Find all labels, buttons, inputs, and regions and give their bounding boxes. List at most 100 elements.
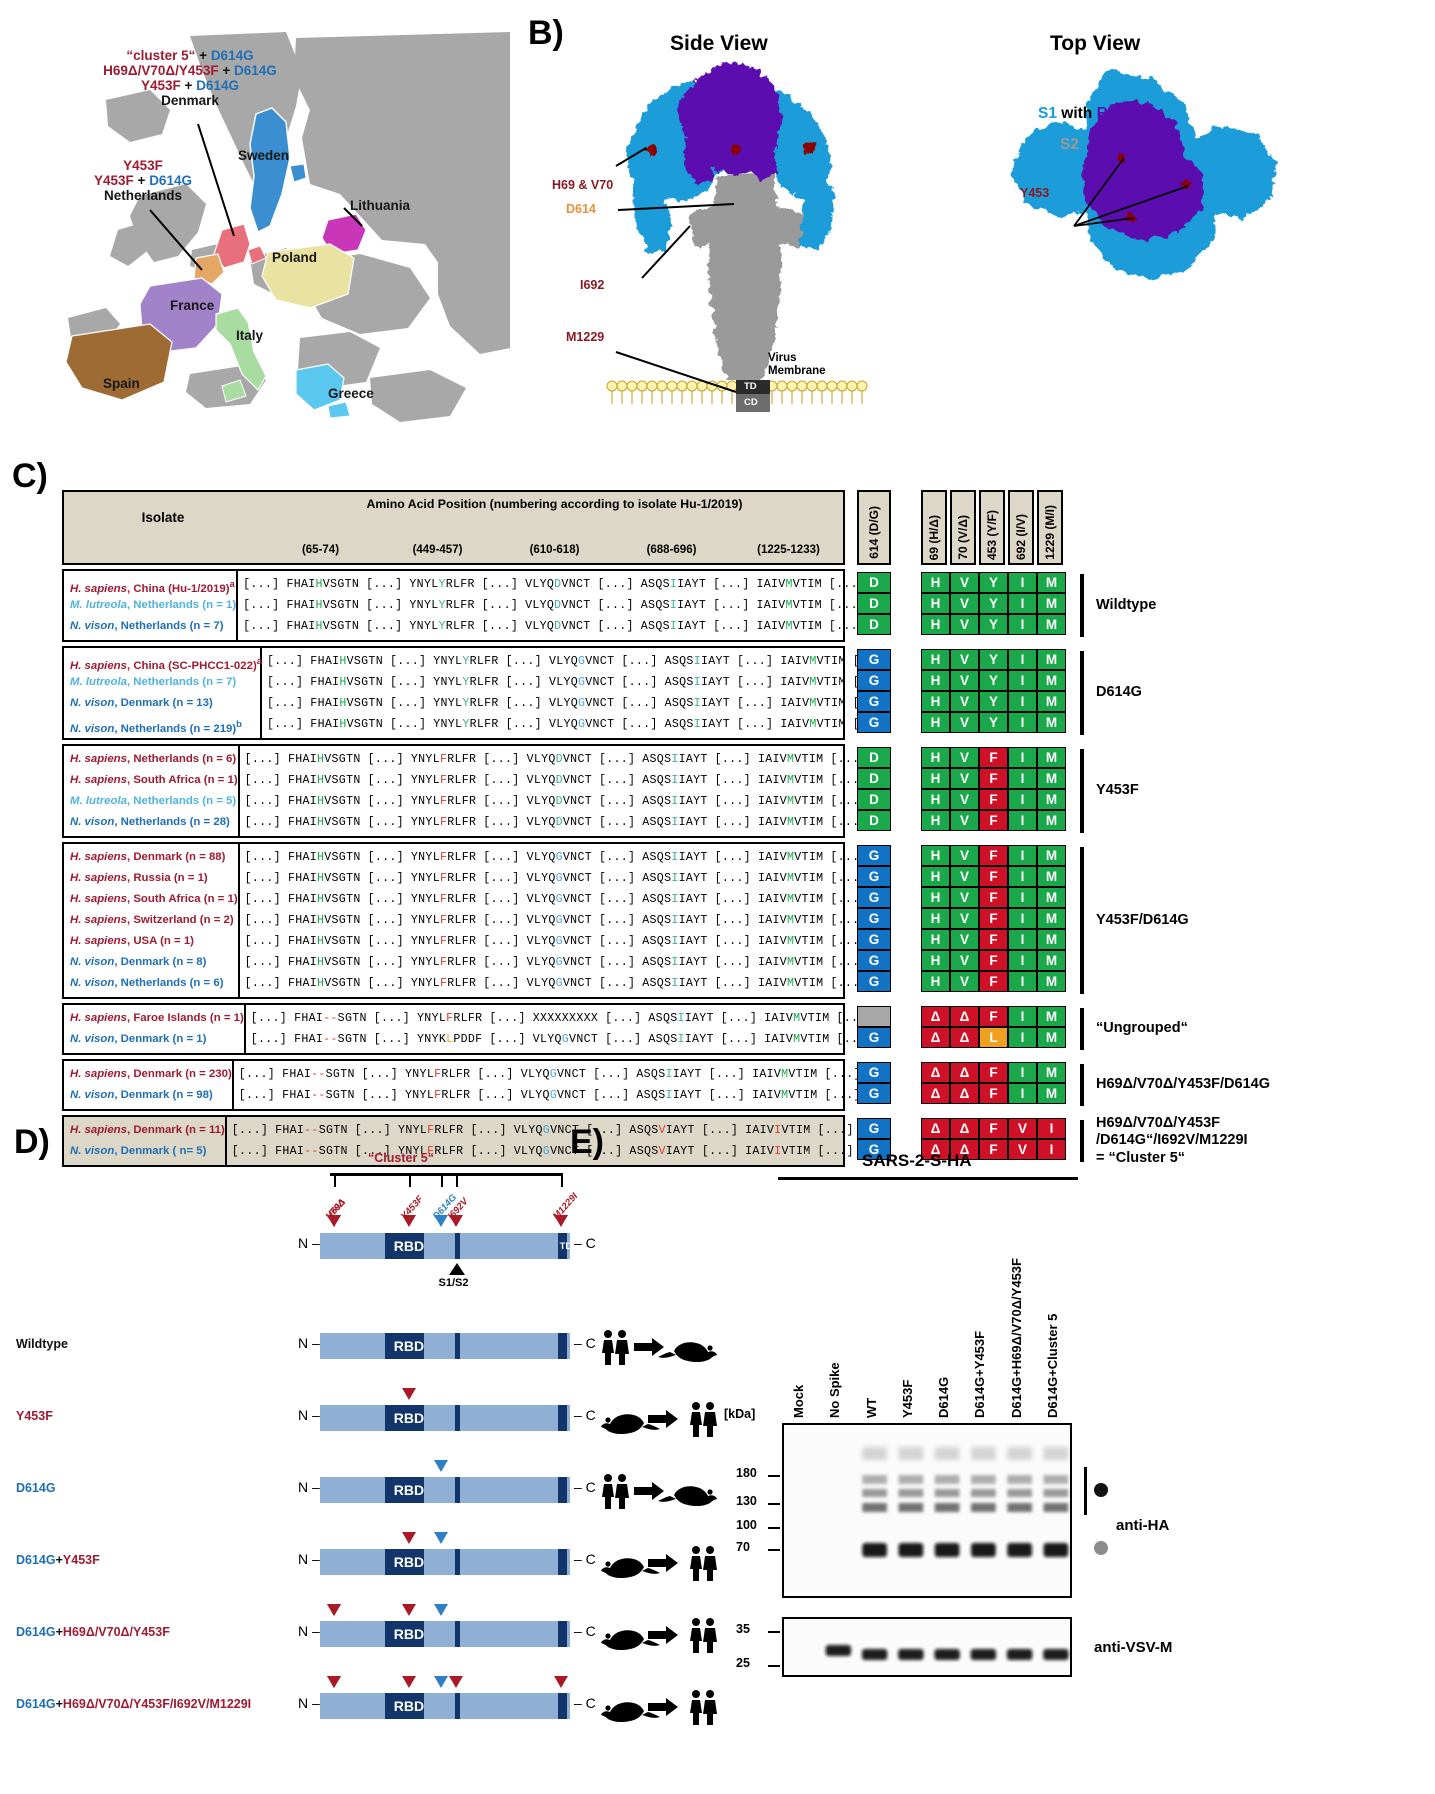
country-greece-crete [327,401,351,419]
table-group-3: H. sapiens, Denmark (n = 88) H. sapiens, … [62,842,1270,999]
construct-4-bar [320,1621,570,1647]
construct-3-rbd [384,1549,425,1575]
annotation-denmark: “cluster 5“ + D614G H69Δ/V70Δ/Y453F + D6… [40,48,340,108]
td-label: TD [744,381,757,392]
cluster5-tick-5 [561,1173,564,1187]
s1s2-label: S1/S2 [438,1277,469,1289]
panel-a-map: A) [0,0,520,445]
ann-dk-l2-blue: D614G [234,63,277,79]
group-label: Y453F [1096,782,1139,799]
matrix-cell: V [950,593,979,614]
group-0-sequences: [...] FHAIHVSGTN [...] YNYLYRLFR [...] VLYQDV… [238,571,870,640]
group-bracket [1080,1120,1084,1163]
table-row-sequence: [...] FHAI--SGTN [...] YNYKLPDDF [...] VLYQGV… [250,1033,873,1046]
table-row-sequence: [...] FHAIHVSGTN [...] YNYLFRLFR [...] VLYQGV… [244,977,867,990]
panel-d-letter: D) [14,1123,50,1161]
full-length-dot-black-icon [1094,1483,1108,1497]
aa-range-row: (65-74) (449-457) (610-618) (688-696) (1225-… [262,544,847,556]
construct-1-marker-453 [401,1388,416,1400]
cell-614: G [857,971,891,992]
matrix-cell: H [921,691,950,712]
table-row-isolate: H. sapiens, China (SC-PHCC1-022)a [70,656,263,672]
construct-0-s1s2 [454,1333,460,1359]
matrix-cell: M [1037,670,1066,691]
group-3-isolates: H. sapiens, Denmark (n = 88) H. sapiens, … [64,844,240,997]
table-row-isolate: N. vison, Denmark (n = 1) [70,1033,207,1045]
legend-with-text: with [1056,105,1097,122]
matrix-cell: H [921,929,950,950]
cell-614: D [857,593,891,614]
group-4-sequences: [...] FHAI--SGTN [...] YNYLFRLFR [...] XXXXXX… [246,1005,878,1053]
ref-td-text: TD [559,1241,573,1252]
matrix-cell: Δ [921,1118,950,1139]
construct-2-c: – C [574,1479,596,1495]
group-2-isolates: H. sapiens, Netherlands (n = 6) H. sapien… [64,746,240,836]
matrix-cell: H [921,649,950,670]
construct-0-rbd [384,1333,425,1359]
matrix-cell: I [1008,768,1037,789]
matrix-cell: V [950,747,979,768]
matrix-cell: V [950,908,979,929]
matrix-cell: V [1008,1118,1037,1139]
matrix-cell: V [950,712,979,733]
matrix-cell: Y [979,572,1008,593]
country-sweden [249,107,291,233]
construct-4-marker-70 [326,1604,341,1616]
label-m1229: M1229 [566,330,605,344]
cell-614: D [857,614,891,635]
matrix-cell: Δ [950,1006,979,1027]
cell-614: G [857,845,891,866]
ann-nl-l2-blue: D614G [149,173,192,189]
construct-1-rbd [384,1405,425,1431]
mw-tick-lower-35 [768,1631,780,1633]
construct-2-bar [320,1477,570,1503]
transmission-human-to-mink [602,1474,717,1509]
matrix-cell: H [921,866,950,887]
cell-614: D [857,572,891,593]
country-italy-sicily [221,379,247,403]
matrix-cell: H [921,572,950,593]
cell-614: G [857,712,891,733]
table-group-5: H. sapiens, Denmark (n = 230) N. vison, D… [62,1059,1270,1111]
matrix-cell: Δ [921,1139,950,1160]
table-row-isolate: N. vison, Netherlands (n = 6) [70,977,224,989]
construct-3-bar [320,1549,570,1575]
group-4-614-col: G [857,1003,891,1055]
table-group-1: H. sapiens, China (SC-PHCC1-022)a M. lutr… [62,646,1270,740]
cell-614: G [857,691,891,712]
blot-header-rule [778,1177,1078,1180]
group-bracket [1080,847,1084,994]
construct-5-bar [320,1693,570,1719]
blot-lane-label-3: Y453F [899,1379,915,1418]
group-6-sequences: [...] FHAI--SGTN [...] YNYLFRLFR [...] VLYQGV… [227,1117,859,1165]
transmission-mink-to-human [601,1690,717,1725]
spike-side-view [626,62,834,390]
matrix-cell: V [950,971,979,992]
construct-label-5: D614G+H69Δ/V70Δ/Y453F/I692V/M1229I [16,1697,252,1711]
matrix-cell: I [1008,950,1037,971]
col-header-matrix-2: 453 (Y/F) [985,509,999,560]
construct-3-td [557,1549,568,1575]
country-greece [295,363,345,411]
construct-5-marker-70 [326,1676,341,1688]
group-4-seqblock: H. sapiens, Faroe Islands (n = 1) N. viso… [62,1003,872,1055]
table-group-0: H. sapiens, China (Hu-1/2019)a M. lutreol… [62,569,1270,642]
mw-marker-lower-25: 25 [736,1656,750,1670]
matrix-cell: I [1008,1062,1037,1083]
construct-5-marker-453 [401,1676,416,1688]
group-5-isolates: H. sapiens, Denmark (n = 230) N. vison, D… [64,1061,234,1109]
ann-dk-l2-plus: + [218,63,235,79]
construct-4-marker-614 [433,1604,448,1616]
aa-range-4: (1225-1233) [757,544,820,556]
matrix-cell: M [1037,572,1066,593]
